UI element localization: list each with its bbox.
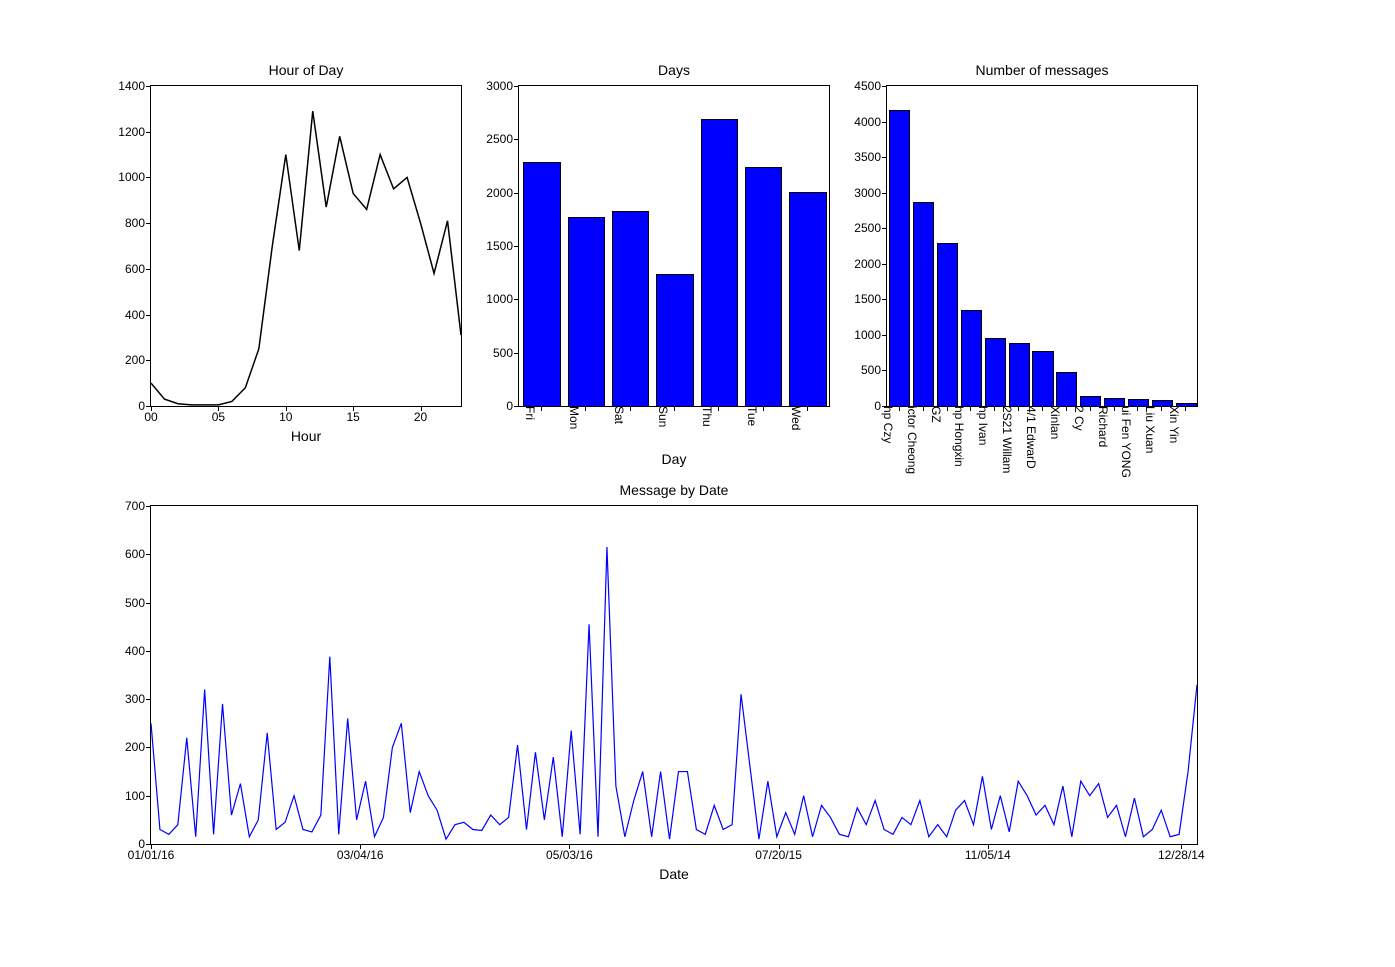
x-tick-label: Wed xyxy=(789,406,807,430)
hour-chart: Hour of Day Hour 02004006008001000120014… xyxy=(150,85,462,407)
messages-bar xyxy=(1080,396,1101,406)
x-tick-label: ictor Cheong xyxy=(905,406,923,474)
x-tick-label: Tue xyxy=(745,406,763,426)
x-tick-label: 07/20/15 xyxy=(755,844,802,862)
x-tick-label: Sun xyxy=(656,406,674,427)
x-tick-label: Liu Xuan xyxy=(1143,406,1161,453)
x-tick-label: 01/01/16 xyxy=(128,844,175,862)
x-tick-label: Richard xyxy=(1096,406,1114,447)
x-tick-label: 05/03/16 xyxy=(546,844,593,862)
x-tick-label: hp Hongxin xyxy=(952,406,970,467)
x-tick-label: 00 xyxy=(144,406,157,424)
x-tick-label: 4/1 EdwarD xyxy=(1024,406,1042,469)
date-chart-title: Message by Date xyxy=(151,482,1197,498)
days-bar xyxy=(568,217,605,406)
days-bar xyxy=(523,162,560,406)
messages-bar xyxy=(1104,398,1125,406)
date-line xyxy=(151,506,1197,844)
days-bar xyxy=(612,211,649,406)
days-xlabel: Day xyxy=(519,451,829,467)
x-tick-label: hp Ivan xyxy=(976,406,994,445)
hour-xlabel: Hour xyxy=(151,428,461,444)
x-tick-label: 11/05/14 xyxy=(965,844,1011,862)
messages-bar xyxy=(937,243,958,406)
figure: Hour of Day Hour 02004006008001000120014… xyxy=(0,0,1395,967)
days-chart: Days Day 050010001500200025003000FriMonS… xyxy=(518,85,830,407)
messages-bar xyxy=(1009,343,1030,406)
messages-chart: Number of messages 050010001500200025003… xyxy=(886,85,1198,407)
messages-bar xyxy=(889,110,910,406)
messages-bar xyxy=(985,338,1006,406)
x-tick-label: ui Fen YONG xyxy=(1119,406,1137,478)
messages-bar xyxy=(1056,372,1077,406)
days-bar xyxy=(701,119,738,406)
x-tick-label: hp Czy xyxy=(881,406,899,443)
hour-line xyxy=(151,86,461,406)
days-chart-title: Days xyxy=(519,62,829,78)
x-tick-label: 05 xyxy=(212,406,225,424)
messages-bar xyxy=(1032,351,1053,406)
x-tick-label: 15 xyxy=(346,406,359,424)
messages-bar xyxy=(1128,399,1149,406)
x-tick-label: Xinlan xyxy=(1048,406,1066,439)
x-tick-label: 03/04/16 xyxy=(337,844,384,862)
x-tick-label: GZ xyxy=(929,406,947,423)
days-bar xyxy=(656,274,693,406)
hour-chart-title: Hour of Day xyxy=(151,62,461,78)
x-tick-label: Xin Yin xyxy=(1167,406,1185,443)
messages-bar xyxy=(913,202,934,406)
x-tick-label: Thu xyxy=(700,406,718,427)
x-tick-label: 10 xyxy=(279,406,292,424)
date-chart: Message by Date Date 0100200300400500600… xyxy=(150,505,1198,845)
days-bar xyxy=(745,167,782,406)
x-tick-label: Fri xyxy=(523,406,541,420)
days-bar xyxy=(789,192,826,406)
date-xlabel: Date xyxy=(151,866,1197,882)
messages-chart-title: Number of messages xyxy=(887,62,1197,78)
x-tick-label: 20 xyxy=(414,406,427,424)
messages-bar xyxy=(961,310,982,406)
x-tick-label: 2S21 Willam xyxy=(1000,406,1018,473)
x-tick-label: 12/28/14 xyxy=(1158,844,1205,862)
x-tick-label: Mon xyxy=(567,406,585,429)
x-tick-label: Sat xyxy=(612,406,630,424)
x-tick-label: 2 Cy xyxy=(1072,406,1090,431)
